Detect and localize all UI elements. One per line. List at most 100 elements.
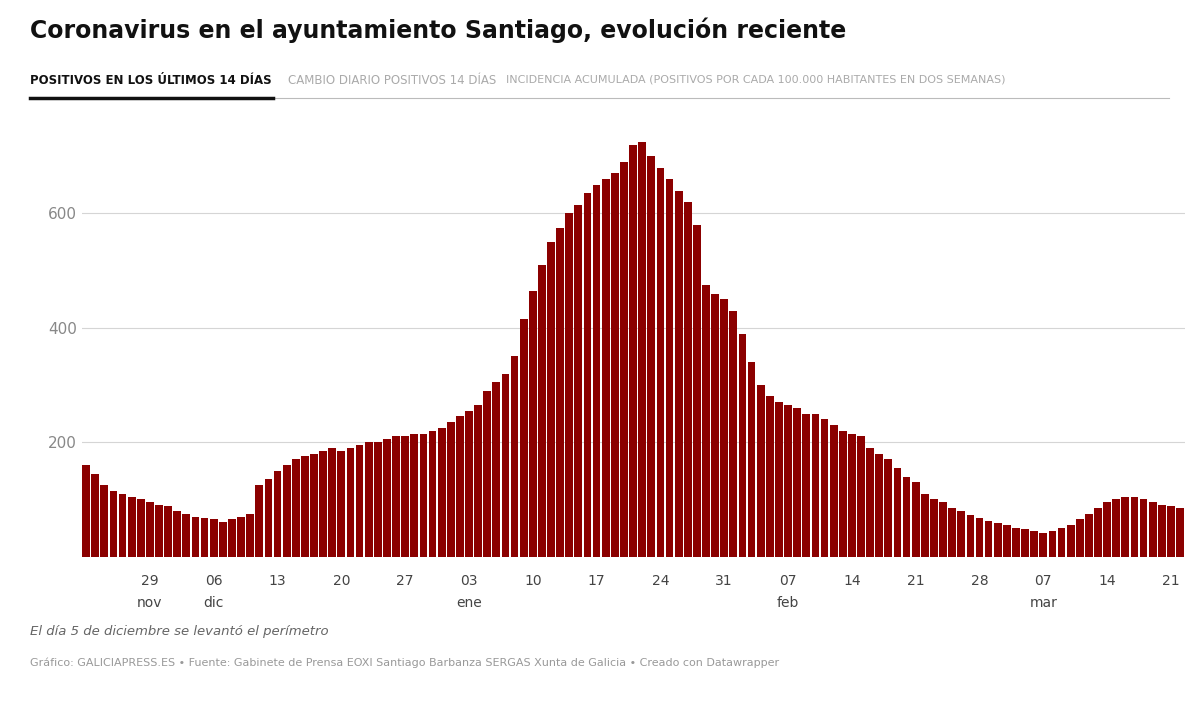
Bar bbox=[739, 333, 746, 557]
Bar bbox=[347, 448, 355, 557]
Bar bbox=[237, 517, 245, 557]
Bar bbox=[392, 437, 400, 557]
Bar bbox=[465, 411, 472, 557]
Text: 31: 31 bbox=[716, 574, 733, 588]
Text: 21: 21 bbox=[1162, 574, 1180, 588]
Bar bbox=[337, 451, 345, 557]
Bar bbox=[994, 523, 1001, 557]
Bar bbox=[1176, 508, 1183, 557]
Text: feb: feb bbox=[777, 596, 800, 610]
Text: ene: ene bbox=[456, 596, 482, 610]
Bar bbox=[638, 142, 646, 557]
Bar bbox=[319, 451, 327, 557]
Bar bbox=[137, 499, 145, 557]
Bar bbox=[101, 485, 108, 557]
Text: 24: 24 bbox=[652, 574, 669, 588]
Bar bbox=[757, 385, 765, 557]
Bar bbox=[219, 523, 227, 557]
Text: INCIDENCIA ACUMULADA (POSITIVOS POR CADA 100.000 HABITANTES EN DOS SEMANAS): INCIDENCIA ACUMULADA (POSITIVOS POR CADA… bbox=[506, 74, 1006, 84]
Bar bbox=[1004, 525, 1011, 557]
Bar bbox=[164, 506, 171, 557]
Bar bbox=[711, 294, 719, 557]
Bar bbox=[893, 468, 902, 557]
Text: 06: 06 bbox=[205, 574, 223, 588]
Bar bbox=[511, 357, 518, 557]
Bar bbox=[665, 179, 674, 557]
Bar bbox=[984, 521, 993, 557]
Bar bbox=[182, 514, 191, 557]
Text: dic: dic bbox=[204, 596, 224, 610]
Bar bbox=[402, 437, 409, 557]
Bar bbox=[146, 502, 153, 557]
Bar bbox=[839, 431, 846, 557]
Bar bbox=[483, 391, 492, 557]
Bar bbox=[447, 422, 454, 557]
Text: 03: 03 bbox=[460, 574, 477, 588]
Bar bbox=[866, 448, 874, 557]
Bar bbox=[1022, 529, 1029, 557]
Text: CAMBIO DIARIO POSITIVOS 14 DÍAS: CAMBIO DIARIO POSITIVOS 14 DÍAS bbox=[288, 74, 496, 87]
Bar bbox=[683, 202, 692, 557]
Bar bbox=[703, 285, 710, 557]
Bar bbox=[820, 419, 829, 557]
Bar bbox=[501, 374, 510, 557]
Bar bbox=[1095, 508, 1102, 557]
Bar bbox=[1067, 525, 1074, 557]
Bar bbox=[675, 191, 682, 557]
Bar bbox=[529, 291, 537, 557]
Bar bbox=[766, 396, 773, 557]
Bar bbox=[848, 434, 856, 557]
Text: 13: 13 bbox=[269, 574, 287, 588]
Bar bbox=[520, 319, 528, 557]
Bar bbox=[255, 485, 263, 557]
Text: 14: 14 bbox=[1098, 574, 1116, 588]
Text: El día 5 de diciembre se levantó el perímetro: El día 5 de diciembre se levantó el perí… bbox=[30, 625, 329, 638]
Bar bbox=[1149, 502, 1157, 557]
Bar bbox=[794, 408, 801, 557]
Bar bbox=[903, 476, 910, 557]
Bar bbox=[602, 179, 609, 557]
Bar bbox=[911, 482, 920, 557]
Bar bbox=[629, 145, 637, 557]
Bar bbox=[410, 434, 418, 557]
Bar bbox=[83, 465, 90, 557]
Bar bbox=[1058, 528, 1066, 557]
Bar bbox=[1040, 532, 1047, 557]
Bar bbox=[784, 405, 791, 557]
Text: mar: mar bbox=[1030, 596, 1058, 610]
Bar bbox=[438, 428, 446, 557]
Bar bbox=[1113, 499, 1120, 557]
Bar bbox=[885, 459, 892, 557]
Bar bbox=[1085, 514, 1092, 557]
Bar bbox=[592, 185, 601, 557]
Bar bbox=[91, 474, 100, 557]
Bar bbox=[291, 459, 300, 557]
Bar bbox=[966, 515, 975, 557]
Bar bbox=[547, 242, 555, 557]
Text: 29: 29 bbox=[141, 574, 158, 588]
Bar bbox=[374, 442, 381, 557]
Bar bbox=[329, 448, 336, 557]
Bar bbox=[620, 162, 628, 557]
Bar bbox=[428, 431, 436, 557]
Bar bbox=[283, 465, 290, 557]
Text: 14: 14 bbox=[843, 574, 861, 588]
Bar bbox=[976, 518, 983, 557]
Bar bbox=[875, 454, 884, 557]
Bar bbox=[1140, 499, 1147, 557]
Bar bbox=[566, 213, 573, 557]
Bar bbox=[939, 502, 947, 557]
Bar bbox=[382, 440, 391, 557]
Bar bbox=[748, 362, 755, 557]
Bar bbox=[210, 520, 217, 557]
Bar bbox=[1131, 496, 1138, 557]
Bar bbox=[1158, 505, 1165, 557]
Bar bbox=[802, 413, 811, 557]
Text: 28: 28 bbox=[971, 574, 988, 588]
Bar bbox=[957, 510, 965, 557]
Bar bbox=[657, 168, 664, 557]
Bar bbox=[693, 225, 700, 557]
Bar bbox=[538, 265, 546, 557]
Bar bbox=[584, 194, 591, 557]
Text: Gráfico: GALICIAPRESS.ES • Fuente: Gabinete de Prensa EOXI Santiago Barbanza SER: Gráfico: GALICIAPRESS.ES • Fuente: Gabin… bbox=[30, 658, 779, 669]
